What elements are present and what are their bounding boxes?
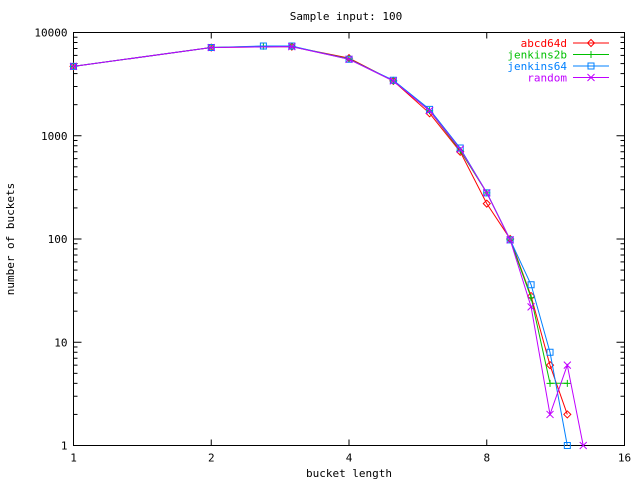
y-axis-label: number of buckets xyxy=(4,183,17,296)
data-point xyxy=(586,38,596,48)
data-point xyxy=(345,55,353,64)
data-point xyxy=(527,303,535,311)
y-tick-label: 1 xyxy=(61,440,68,453)
series-abcd64d xyxy=(69,42,572,419)
x-tick-label: 16 xyxy=(618,452,631,465)
data-point xyxy=(546,348,554,356)
plot-frame xyxy=(73,32,625,446)
data-point xyxy=(587,51,595,58)
data-point xyxy=(389,77,398,85)
legend-label: jenkins64 xyxy=(507,60,567,73)
data-point xyxy=(287,42,296,51)
y-tick-label: 1000 xyxy=(41,130,68,143)
legend-label: jenkins2b xyxy=(507,49,567,62)
legend-label: random xyxy=(527,72,567,85)
series-jenkins2b xyxy=(70,42,571,387)
data-point xyxy=(587,62,595,70)
data-point xyxy=(482,199,491,208)
data-point xyxy=(425,106,434,115)
data-point xyxy=(207,43,216,52)
data-point xyxy=(456,144,464,152)
series-layer xyxy=(69,42,588,450)
x-tick-label: 4 xyxy=(346,452,353,465)
data-point xyxy=(426,105,434,113)
data-point xyxy=(69,62,78,71)
data-point xyxy=(506,236,515,244)
legend-label: abcd64d xyxy=(521,37,567,50)
chart-title: Sample input: 100 xyxy=(290,10,403,23)
y-tick-label: 100 xyxy=(48,233,68,246)
data-point xyxy=(69,62,78,71)
data-point xyxy=(563,442,571,449)
data-point xyxy=(527,294,535,302)
y-tick-label: 10000 xyxy=(34,27,67,40)
data-point xyxy=(527,281,535,289)
data-point xyxy=(563,410,572,419)
series-line xyxy=(73,45,568,446)
x-axis-label: bucket length xyxy=(306,467,392,480)
series-line xyxy=(73,46,568,415)
x-tick-label: 1 xyxy=(70,452,77,465)
data-point xyxy=(546,410,554,419)
series-line xyxy=(73,46,584,446)
data-point xyxy=(579,441,588,450)
data-point xyxy=(456,145,465,154)
y-tick-label: 10 xyxy=(54,336,67,349)
x-tick-label: 8 xyxy=(483,452,490,465)
series-jenkins64 xyxy=(70,42,571,449)
series-random xyxy=(69,42,588,450)
data-point xyxy=(482,188,491,197)
x-tick-label: 2 xyxy=(208,452,215,465)
data-point xyxy=(563,361,572,370)
data-point xyxy=(563,379,571,387)
data-point xyxy=(546,379,554,387)
series-line xyxy=(73,45,568,384)
data-point xyxy=(587,73,595,82)
y-axis: 1 10 100 1000 10000 xyxy=(34,27,625,453)
